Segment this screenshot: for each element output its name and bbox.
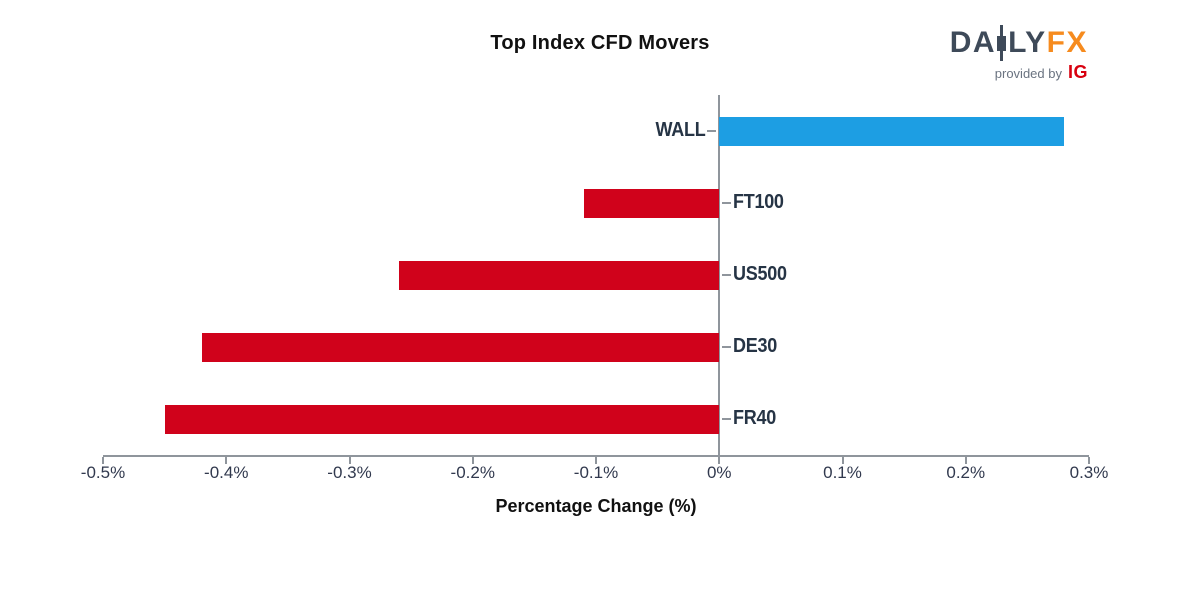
x-axis-label: Percentage Change (%) [495, 496, 697, 516]
category-tick [707, 130, 717, 132]
x-axis-line [103, 455, 1089, 457]
logo-text-da: DA [949, 26, 997, 59]
dailyfx-wordmark: DA LY FX [949, 25, 1088, 61]
category-label-fr40: FR40 [733, 407, 777, 429]
bar-ft100 [583, 188, 720, 218]
category-tick [722, 202, 732, 204]
x-axis-tick [471, 457, 474, 464]
category-tick [722, 418, 732, 420]
category-tick [722, 274, 732, 276]
category-label-de30: DE30 [733, 335, 778, 357]
chart-title: Top Index CFD Movers [490, 32, 710, 54]
x-axis-tick [718, 457, 721, 464]
x-axis-tick [595, 457, 597, 464]
x-tick-label: -0.2% [450, 463, 495, 482]
category-label-wall: WALL [655, 119, 706, 141]
logo-text-fx: FX [1046, 26, 1088, 59]
x-tick-label: -0.5% [80, 463, 126, 482]
logo-text-ly: LY [1008, 26, 1047, 59]
category-label-ft100: FT100 [733, 191, 784, 213]
x-tick-label: -0.3% [327, 463, 372, 482]
x-tick-label: -0.1% [573, 463, 619, 482]
x-tick-label: 0.2% [946, 463, 986, 482]
category-label-us500: US500 [733, 263, 787, 285]
category-tick [722, 346, 732, 348]
bar-fr40 [164, 404, 720, 434]
candlestick-icon [997, 25, 1007, 61]
bar-us500 [398, 260, 720, 290]
x-tick-label: 0.3% [1069, 463, 1109, 482]
x-axis-tick [1088, 457, 1090, 464]
x-axis-tick [102, 457, 104, 464]
zero-axis-line [718, 95, 721, 455]
logo-provided-by-row: provided by IG [950, 62, 1088, 83]
x-axis-tick [841, 457, 844, 464]
ig-logo-text: IG [1067, 62, 1088, 82]
x-tick-label: -0.4% [204, 463, 249, 482]
x-tick-label: 0% [706, 463, 732, 482]
provided-by-text: provided by [994, 66, 1062, 81]
x-axis-tick [348, 457, 351, 464]
bar-wall [719, 116, 1065, 146]
x-axis-tick [964, 457, 967, 464]
dailyfx-logo: DA LY FX provided by IG [949, 25, 1088, 83]
x-tick-label: 0.1% [823, 463, 862, 482]
x-axis-tick [225, 457, 228, 464]
bar-de30 [201, 332, 720, 362]
